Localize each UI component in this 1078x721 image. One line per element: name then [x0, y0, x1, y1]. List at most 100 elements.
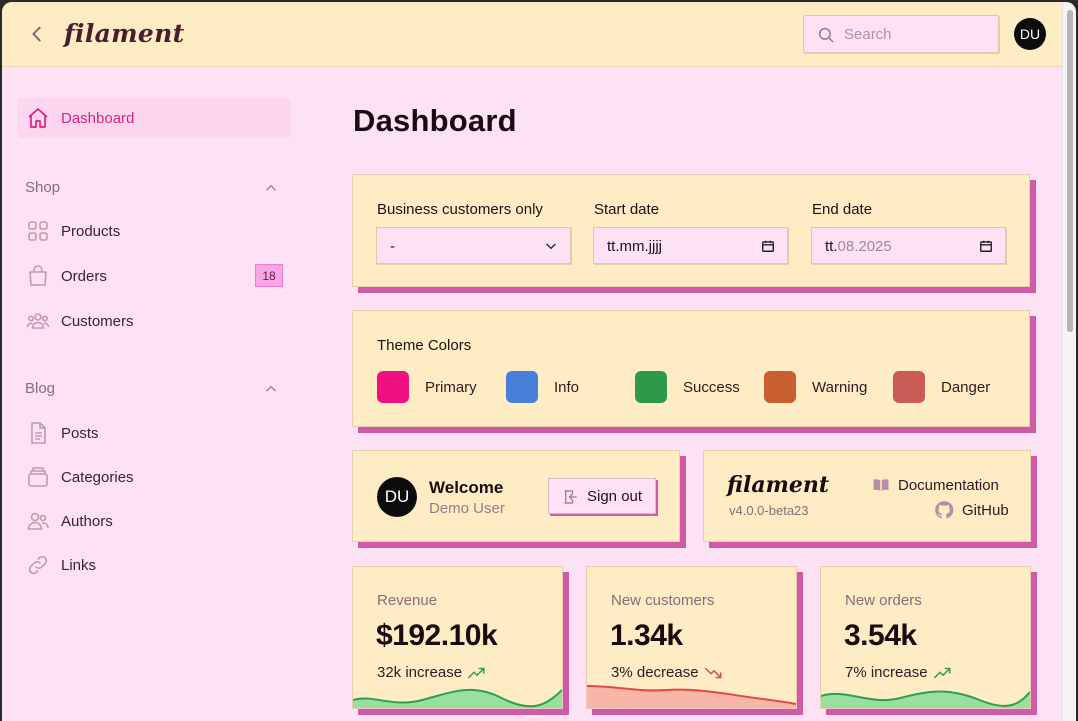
theme-colors-title: Theme Colors [377, 337, 472, 354]
end-date-value: 08.2025 [837, 238, 892, 255]
stat-value: 3.54k [844, 619, 917, 652]
orders-sparkline [821, 690, 1030, 708]
book-icon [872, 476, 890, 494]
welcome-user-name: Demo User [429, 500, 505, 517]
sidebar-item-label: Categories [61, 468, 134, 486]
sign-out-icon [562, 488, 580, 506]
business-customers-select[interactable]: - [376, 227, 571, 264]
end-date-input[interactable]: tt.08.2025 [811, 227, 1006, 264]
shopping-bag-icon [26, 264, 50, 288]
top-bar: filament DU [2, 2, 1062, 67]
filament-logo: filament [727, 472, 830, 498]
stat-label: Revenue [377, 592, 438, 609]
calendar-icon[interactable] [761, 239, 775, 253]
sidebar: Dashboard Shop Products Orders 18 Custom… [2, 68, 302, 721]
stat-card-revenue: Revenue $192.10k 32k increase [352, 566, 563, 709]
sidebar-item-authors[interactable]: Authors [17, 501, 291, 541]
search-box[interactable] [803, 15, 999, 53]
sidebar-item-label: Dashboard [61, 109, 135, 127]
select-value: - [390, 238, 395, 255]
scrollbar-thumb[interactable] [1067, 10, 1073, 332]
sidebar-item-label: Links [61, 556, 97, 574]
start-date-input[interactable]: tt.mm.jjjj [593, 227, 788, 264]
sidebar-item-customers[interactable]: Customers [17, 301, 291, 341]
back-arrow-icon[interactable] [26, 22, 48, 46]
grid-icon [26, 219, 50, 243]
filament-info-card: filament v4.0.0-beta23 Documentation Git… [703, 450, 1031, 542]
users-icon [26, 509, 50, 533]
success-swatch [635, 371, 667, 403]
end-date-prefix: tt. [825, 238, 838, 255]
sign-out-label: Sign out [587, 488, 643, 505]
stat-value: $192.10k [376, 619, 498, 652]
info-swatch [506, 371, 538, 403]
filters-card: Business customers only - Start date tt.… [352, 174, 1030, 287]
group-label-blog: Blog [25, 380, 56, 397]
stat-description: 7% increase [845, 664, 952, 681]
sidebar-item-label: Orders [61, 267, 107, 285]
sign-out-button[interactable]: Sign out [548, 478, 656, 514]
link-icon [26, 553, 50, 577]
sidebar-item-products[interactable]: Products [17, 211, 291, 251]
users-group-icon [26, 309, 50, 333]
primary-label: Primary [425, 379, 477, 396]
start-date-label: Start date [594, 201, 660, 218]
welcome-card: DU Welcome Demo User Sign out [352, 450, 680, 542]
danger-swatch [893, 371, 925, 403]
start-date-value: tt.mm.jjjj [607, 238, 662, 255]
warning-label: Warning [812, 379, 868, 396]
business-filter-label: Business customers only [377, 201, 543, 218]
calendar-icon[interactable] [979, 239, 993, 253]
stat-description-text: 3% decrease [611, 664, 699, 681]
welcome-avatar: DU [377, 477, 417, 517]
github-link[interactable]: GitHub [934, 500, 1009, 520]
end-date-value-wrapper: tt.08.2025 [825, 238, 892, 255]
stat-description-text: 7% increase [845, 664, 928, 681]
sidebar-item-label: Customers [61, 312, 134, 330]
customers-sparkline [587, 685, 796, 708]
sidebar-item-label: Authors [61, 512, 113, 530]
revenue-sparkline [353, 688, 562, 708]
stat-card-new-orders: New orders 3.54k 7% increase [820, 566, 1031, 709]
vertical-scrollbar[interactable] [1062, 2, 1076, 721]
stat-label: New orders [845, 592, 922, 609]
sidebar-item-categories[interactable]: Categories [17, 457, 291, 497]
stat-description: 3% decrease [611, 664, 723, 681]
github-icon [934, 500, 954, 520]
stat-description: 32k increase [377, 664, 486, 681]
github-label: GitHub [962, 501, 1009, 519]
theme-colors-card: Theme Colors Primary Info Success Warnin… [352, 310, 1030, 427]
stat-value: 1.34k [610, 619, 683, 652]
sidebar-item-links[interactable]: Links [17, 545, 291, 585]
version-text: v4.0.0-beta23 [729, 503, 809, 518]
folder-icon [26, 465, 50, 489]
warning-swatch [764, 371, 796, 403]
primary-swatch [377, 371, 409, 403]
sidebar-item-label: Products [61, 222, 121, 240]
sidebar-item-posts[interactable]: Posts [17, 413, 291, 453]
welcome-title: Welcome [429, 478, 504, 497]
orders-count-badge: 18 [255, 264, 283, 287]
trending-up-icon [933, 666, 952, 680]
trending-up-icon [468, 666, 486, 680]
search-icon [817, 26, 835, 44]
document-icon [26, 421, 50, 445]
brand-logo[interactable]: filament [64, 19, 185, 48]
sidebar-item-dashboard[interactable]: Dashboard [17, 98, 291, 138]
user-avatar[interactable]: DU [1014, 18, 1046, 50]
chevron-up-icon[interactable] [264, 382, 278, 396]
info-label: Info [554, 379, 580, 396]
documentation-link[interactable]: Documentation [872, 476, 999, 494]
stat-description-text: 32k increase [377, 664, 463, 681]
page-title: Dashboard [353, 103, 517, 138]
sidebar-item-orders[interactable]: Orders 18 [17, 256, 291, 296]
documentation-label: Documentation [898, 476, 999, 494]
chevron-up-icon[interactable] [264, 181, 278, 195]
search-input[interactable] [844, 16, 994, 52]
stat-card-new-customers: New customers 1.34k 3% decrease [586, 566, 797, 709]
sidebar-item-label: Posts [61, 424, 99, 442]
home-icon [26, 106, 50, 130]
trending-down-icon [704, 666, 723, 680]
stat-label: New customers [611, 592, 715, 609]
